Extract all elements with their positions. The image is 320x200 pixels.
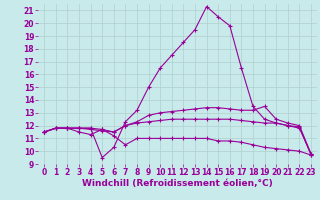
X-axis label: Windchill (Refroidissement éolien,°C): Windchill (Refroidissement éolien,°C) [82, 179, 273, 188]
